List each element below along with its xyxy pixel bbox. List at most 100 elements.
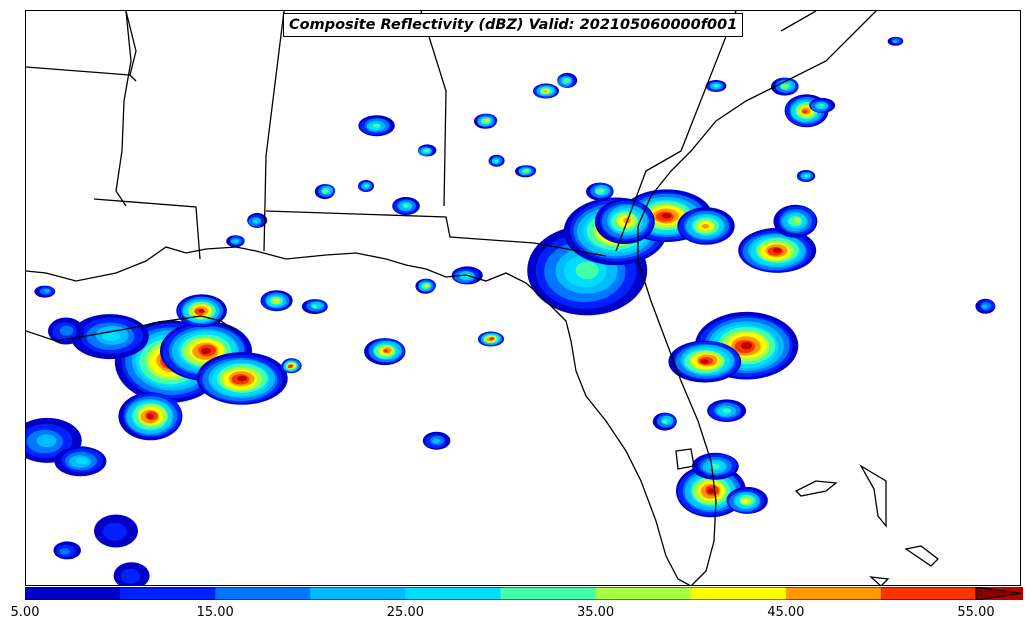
radar-echo-contour (662, 419, 668, 424)
radar-echo-contour (981, 304, 988, 309)
colorbar-segment (310, 587, 406, 600)
radar-echo-cell (422, 431, 451, 450)
radar-echo-contour (892, 40, 897, 43)
radar-echo-contour (312, 305, 318, 309)
radar-echo-contour (383, 349, 389, 353)
radar-echo-cell (668, 340, 742, 383)
radar-echo-cell (314, 184, 336, 200)
radar-echo-cell (473, 113, 498, 129)
radar-echo-cell (226, 235, 245, 248)
radar-echo-cell (594, 199, 655, 245)
radar-echo-cell (488, 154, 505, 167)
colorbar-tick-label: 25.00 (386, 605, 424, 620)
radar-echo-contour (102, 522, 127, 541)
radar-echo-cell (478, 331, 504, 347)
coastline (637, 11, 877, 585)
radar-echo-contour (403, 204, 409, 208)
colorbar-segment (120, 587, 216, 600)
radar-echo-contour (741, 342, 753, 350)
colorbar-segments (25, 587, 1023, 600)
lake (675, 448, 695, 470)
island (794, 480, 838, 497)
state-border (93, 198, 201, 260)
radar-echo-cell (247, 212, 268, 228)
radar-echo-cell (652, 412, 677, 431)
radar-echo-contour (804, 174, 808, 178)
radar-map (25, 10, 1021, 586)
radar-echo-contour (36, 434, 57, 448)
radar-echo-cell (281, 358, 302, 374)
radar-echo-cell (364, 338, 406, 366)
radar-echo-contour (741, 499, 748, 504)
radar-echo-layer (26, 36, 996, 585)
radar-echo-contour (784, 84, 789, 88)
colorbar (25, 587, 1023, 600)
radar-echo-cell (515, 165, 537, 178)
radar-echo-cell (415, 278, 437, 294)
radar-echo-contour (424, 150, 428, 152)
radar-echo-cell (796, 170, 816, 182)
radar-echo-contour (661, 212, 672, 219)
map-title: Composite Reflectivity (dBZ) Valid: 2021… (283, 13, 744, 37)
radar-echo-contour (432, 438, 440, 444)
radar-echo-contour (575, 261, 599, 280)
radar-echo-cell (118, 392, 183, 441)
colorbar-segment (880, 587, 977, 600)
state-border (265, 210, 607, 257)
state-border (420, 11, 447, 207)
map-boundaries (26, 11, 939, 585)
radar-echo-contour (373, 123, 381, 128)
island (904, 545, 939, 567)
radar-echo-cell (260, 290, 293, 312)
radar-echo-contour (489, 338, 493, 340)
radar-echo-cell (557, 72, 578, 88)
colorbar-segment (595, 587, 692, 600)
radar-echo-contour (714, 84, 718, 88)
radar-echo-contour (484, 119, 488, 123)
radar-echo-contour (564, 79, 568, 83)
colorbar-segment (215, 587, 311, 600)
coastline (115, 11, 132, 207)
colorbar-segment (690, 587, 787, 600)
radar-echo-cell (692, 452, 739, 480)
colorbar-tick-label: 5.00 (10, 605, 40, 620)
radar-echo-cell (358, 180, 374, 192)
radar-echo-cell (676, 464, 746, 518)
radar-echo-contour (525, 169, 529, 172)
state-border (263, 11, 285, 252)
radar-echo-contour (274, 298, 280, 302)
radar-echo-contour (237, 375, 248, 382)
radar-echo-cell (392, 197, 420, 215)
radar-echo-contour (147, 413, 154, 419)
colorbar-segment (405, 587, 501, 600)
radar-echo-cell (358, 115, 395, 137)
radar-echo-cell (726, 486, 768, 514)
radar-echo-contour (773, 248, 782, 253)
radar-echo-cell (707, 399, 747, 423)
radar-echo-cell (418, 144, 437, 157)
radar-echo-cell (113, 562, 150, 585)
state-border (780, 11, 817, 32)
radar-echo-contour (198, 308, 205, 313)
radar-echo-contour (710, 463, 720, 469)
radar-echo-cell (176, 294, 227, 328)
colorbar-tick-label: 35.00 (576, 605, 615, 620)
radar-echo-contour (59, 325, 74, 336)
radar-echo-contour (102, 330, 120, 342)
coastline (26, 315, 237, 342)
radar-echo-cell (887, 36, 904, 46)
radar-echo-cell (809, 97, 836, 113)
radar-echo-contour (234, 239, 239, 243)
radar-echo-cell (301, 299, 328, 315)
coastline (26, 246, 691, 585)
radar-echo-contour (819, 103, 825, 107)
radar-echo-cell (34, 285, 56, 298)
radar-echo-contour (543, 90, 548, 93)
colorbar-segment (785, 587, 882, 600)
radar-echo-cell (738, 227, 817, 273)
radar-echo-contour (253, 219, 258, 223)
radar-echo-contour (75, 457, 88, 465)
radar-echo-contour (700, 359, 709, 364)
radar-echo-cell (533, 83, 559, 99)
map-canvas (26, 11, 996, 585)
